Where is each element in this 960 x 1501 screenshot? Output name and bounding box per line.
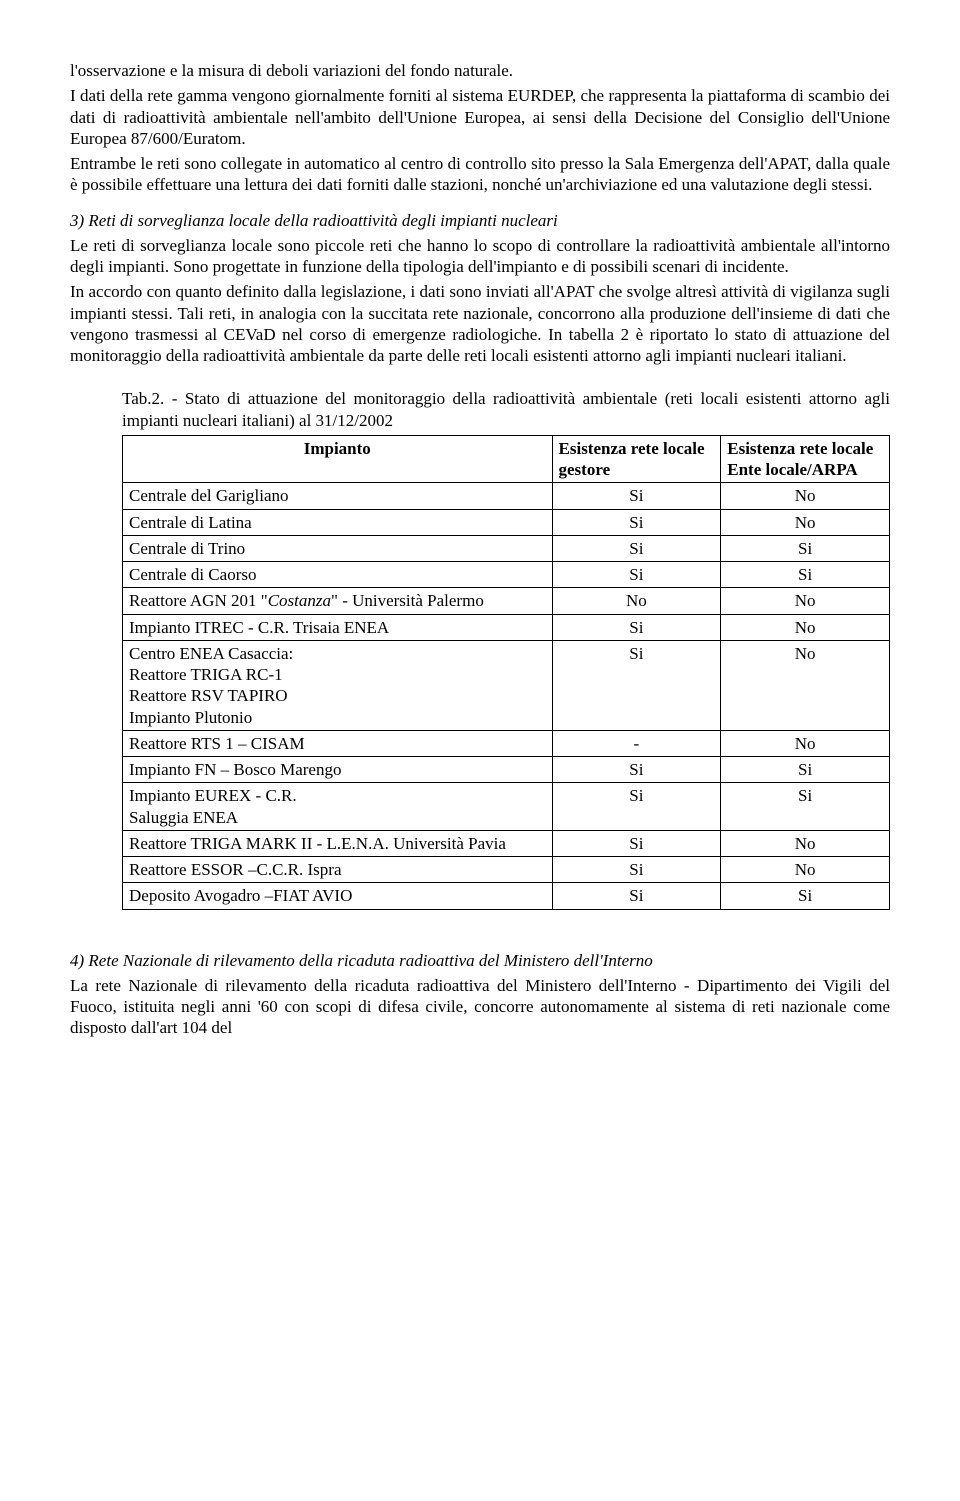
table-row: Centrale di LatinaSiNo: [123, 509, 890, 535]
table-cell-gestore: No: [552, 588, 721, 614]
table-row: Impianto EUREX - C.R. Saluggia ENEASiSi: [123, 783, 890, 831]
section-3-title: 3) Reti di sorveglianza locale della rad…: [70, 210, 890, 231]
table-cell-ente: Si: [721, 757, 890, 783]
table-cell-ente: No: [721, 483, 890, 509]
section-4-paragraph-1: La rete Nazionale di rilevamento della r…: [70, 975, 890, 1039]
table-header-ente: Esistenza rete locale Ente locale/ARPA: [721, 435, 890, 483]
table-row: Reattore AGN 201 "Costanza" - Università…: [123, 588, 890, 614]
table-cell-impianto: Centrale di Caorso: [123, 562, 553, 588]
table-2-caption: Tab.2. - Stato di attuazione del monitor…: [122, 388, 890, 431]
table-row: Reattore RTS 1 – CISAM-No: [123, 730, 890, 756]
table-cell-gestore: Si: [552, 483, 721, 509]
table-row: Centrale di TrinoSiSi: [123, 535, 890, 561]
table-cell-impianto: Reattore RTS 1 – CISAM: [123, 730, 553, 756]
table-cell-ente: No: [721, 588, 890, 614]
table-cell-gestore: Si: [552, 757, 721, 783]
section-3-paragraph-2: In accordo con quanto definito dalla leg…: [70, 281, 890, 366]
table-cell-gestore: Si: [552, 640, 721, 730]
table-cell-ente: Si: [721, 562, 890, 588]
table-cell-gestore: Si: [552, 883, 721, 909]
table-cell-impianto: Centrale di Latina: [123, 509, 553, 535]
table-cell-ente: Si: [721, 783, 890, 831]
table-row: Centrale del GariglianoSiNo: [123, 483, 890, 509]
table-header-row: Impianto Esistenza rete locale gestore E…: [123, 435, 890, 483]
table-row: Impianto ITREC - C.R. Trisaia ENEASiNo: [123, 614, 890, 640]
table-cell-impianto: Impianto ITREC - C.R. Trisaia ENEA: [123, 614, 553, 640]
table-cell-ente: Si: [721, 535, 890, 561]
table-cell-ente: Si: [721, 883, 890, 909]
table-cell-impianto: Centrale del Garigliano: [123, 483, 553, 509]
table-cell-gestore: -: [552, 730, 721, 756]
paragraph-intro-3: Entrambe le reti sono collegate in autom…: [70, 153, 890, 196]
table-header-gestore: Esistenza rete locale gestore: [552, 435, 721, 483]
table-row: Impianto FN – Bosco MarengoSiSi: [123, 757, 890, 783]
paragraph-intro-2: I dati della rete gamma vengono giornalm…: [70, 85, 890, 149]
table-header-impianto: Impianto: [123, 435, 553, 483]
table-cell-gestore: Si: [552, 614, 721, 640]
table-cell-impianto: Reattore ESSOR –C.C.R. Ispra: [123, 857, 553, 883]
table-cell-impianto: Centro ENEA Casaccia: Reattore TRIGA RC-…: [123, 640, 553, 730]
table-cell-gestore: Si: [552, 509, 721, 535]
table-cell-impianto: Reattore AGN 201 "Costanza" - Università…: [123, 588, 553, 614]
table-row: Deposito Avogadro –FIAT AVIOSiSi: [123, 883, 890, 909]
table-cell-impianto: Impianto FN – Bosco Marengo: [123, 757, 553, 783]
table-cell-ente: No: [721, 509, 890, 535]
table-cell-ente: No: [721, 730, 890, 756]
table-cell-gestore: Si: [552, 830, 721, 856]
table-cell-impianto: Deposito Avogadro –FIAT AVIO: [123, 883, 553, 909]
table-cell-ente: No: [721, 857, 890, 883]
table-cell-gestore: Si: [552, 783, 721, 831]
table-cell-impianto: Impianto EUREX - C.R. Saluggia ENEA: [123, 783, 553, 831]
table-row: Centrale di CaorsoSiSi: [123, 562, 890, 588]
table-2: Impianto Esistenza rete locale gestore E…: [122, 435, 890, 910]
table-cell-impianto: Centrale di Trino: [123, 535, 553, 561]
table-cell-impianto: Reattore TRIGA MARK II - L.E.N.A. Univer…: [123, 830, 553, 856]
section-3-paragraph-1: Le reti di sorveglianza locale sono picc…: [70, 235, 890, 278]
table-cell-ente: No: [721, 830, 890, 856]
table-row: Centro ENEA Casaccia: Reattore TRIGA RC-…: [123, 640, 890, 730]
section-4-title: 4) Rete Nazionale di rilevamento della r…: [70, 950, 890, 971]
table-cell-gestore: Si: [552, 857, 721, 883]
table-cell-ente: No: [721, 640, 890, 730]
table-row: Reattore ESSOR –C.C.R. IspraSiNo: [123, 857, 890, 883]
table-row: Reattore TRIGA MARK II - L.E.N.A. Univer…: [123, 830, 890, 856]
paragraph-intro-1: l'osservazione e la misura di deboli var…: [70, 60, 890, 81]
table-cell-gestore: Si: [552, 562, 721, 588]
table-cell-ente: No: [721, 614, 890, 640]
table-cell-gestore: Si: [552, 535, 721, 561]
